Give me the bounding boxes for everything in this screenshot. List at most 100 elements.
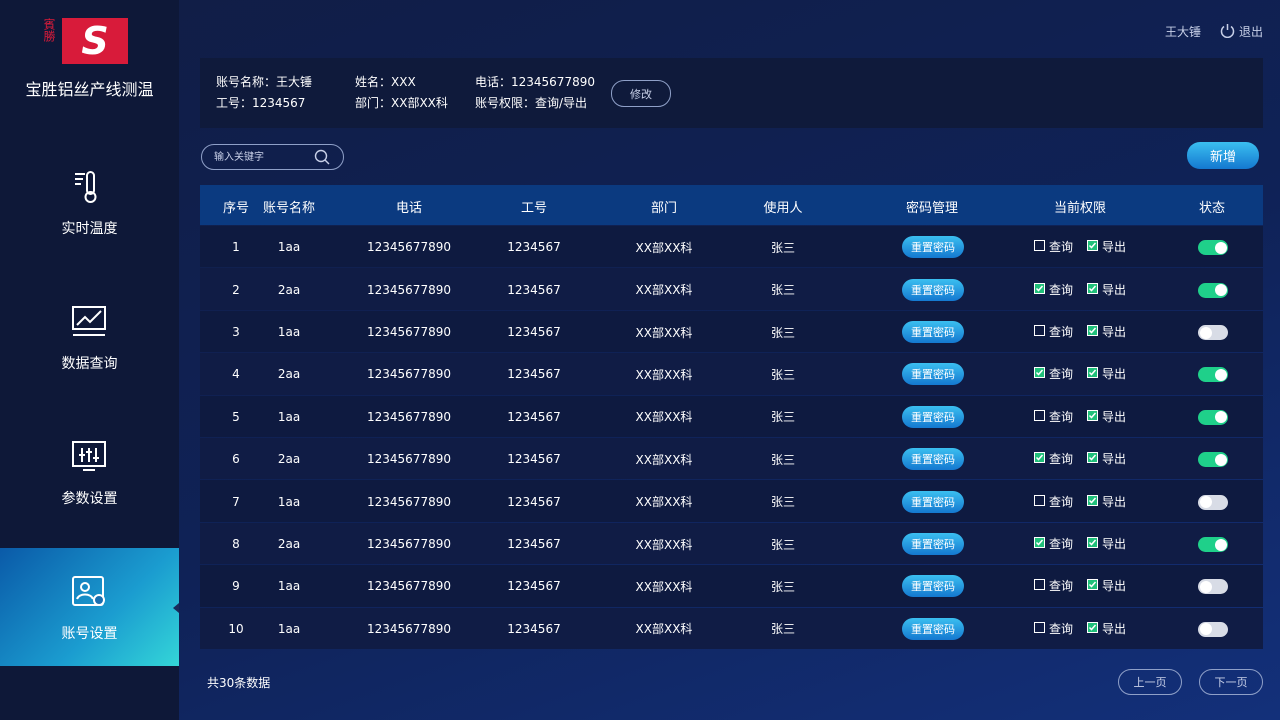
profile-panel bbox=[200, 58, 1263, 128]
toggle-knob bbox=[1214, 411, 1227, 424]
table-row bbox=[200, 522, 1263, 565]
reset-button[interactable]: 重置密码 bbox=[902, 363, 964, 386]
query-checkbox[interactable] bbox=[1034, 367, 1045, 379]
status-toggle[interactable] bbox=[1198, 409, 1228, 425]
nav-item[interactable]: 实时温度 bbox=[61, 221, 118, 237]
export-checkbox[interactable] bbox=[1087, 282, 1098, 294]
perm-label: 查询 bbox=[1049, 537, 1074, 551]
query-checkbox[interactable] bbox=[1034, 579, 1045, 591]
status-toggle[interactable] bbox=[1198, 325, 1228, 340]
cell: 1234567 bbox=[507, 494, 561, 509]
status-toggle[interactable] bbox=[1198, 452, 1228, 468]
toggle-knob bbox=[1214, 284, 1227, 297]
logout[interactable]: 退出 bbox=[1238, 24, 1263, 39]
export-checkbox[interactable] bbox=[1087, 409, 1098, 421]
query-checkbox[interactable] bbox=[1034, 325, 1045, 336]
status-toggle[interactable] bbox=[1198, 621, 1228, 637]
cell: 1234567 bbox=[507, 409, 561, 424]
cell: 张三 bbox=[770, 240, 795, 255]
next-button[interactable]: 下一页 bbox=[1199, 669, 1263, 695]
status-toggle[interactable] bbox=[1198, 537, 1228, 552]
cell: 2aa bbox=[277, 282, 301, 297]
nav-item[interactable]: 账号设置 bbox=[61, 626, 118, 642]
reset-button[interactable]: 重置密码 bbox=[902, 405, 964, 428]
cell: 12345677890 bbox=[367, 579, 451, 594]
check-mark bbox=[1035, 539, 1044, 546]
cell: 张三 bbox=[770, 367, 795, 382]
query-checkbox[interactable] bbox=[1034, 409, 1045, 421]
perm-label: 导出 bbox=[1102, 452, 1127, 467]
reset-button[interactable]: 重置密码 bbox=[902, 278, 964, 301]
profile-field: 姓名：XXX bbox=[355, 75, 416, 89]
table-row bbox=[200, 438, 1263, 480]
cell: 6 bbox=[232, 452, 240, 467]
table-row bbox=[200, 395, 1263, 437]
query-checkbox[interactable] bbox=[1034, 621, 1045, 633]
search-icon bbox=[314, 149, 330, 165]
query-checkbox[interactable] bbox=[1034, 494, 1045, 506]
column-header: 部门 bbox=[650, 200, 677, 216]
cell: 12345677890 bbox=[367, 452, 451, 467]
edit-button[interactable]: 修改 bbox=[611, 80, 671, 107]
export-checkbox[interactable] bbox=[1087, 325, 1098, 336]
status-toggle[interactable] bbox=[1198, 367, 1228, 383]
search-box[interactable]: 输入关键字 bbox=[201, 144, 344, 170]
reset-button[interactable]: 重置密码 bbox=[902, 448, 964, 471]
export-checkbox[interactable] bbox=[1087, 452, 1098, 464]
cell: 张三 bbox=[770, 325, 795, 340]
cell: XX部XX科 bbox=[635, 495, 693, 510]
check-mark bbox=[1035, 454, 1044, 461]
cell: 12345677890 bbox=[367, 494, 451, 509]
perm-label: 查询 bbox=[1049, 367, 1074, 382]
reset-button[interactable]: 重置密码 bbox=[902, 321, 964, 343]
table-row bbox=[200, 268, 1263, 310]
reset-button[interactable]: 重置密码 bbox=[902, 236, 964, 259]
check-mark bbox=[1035, 369, 1044, 376]
table-header bbox=[200, 185, 1263, 225]
column-header: 当前权限 bbox=[1053, 200, 1106, 216]
table-row bbox=[200, 607, 1263, 649]
cell: 张三 bbox=[770, 495, 795, 510]
logo: 賓勝 S bbox=[42, 18, 128, 64]
perm-label: 导出 bbox=[1102, 325, 1127, 339]
reset-button[interactable]: 重置密码 bbox=[902, 533, 964, 555]
status-toggle[interactable] bbox=[1198, 282, 1228, 298]
export-checkbox[interactable] bbox=[1087, 367, 1098, 379]
export-checkbox[interactable] bbox=[1087, 240, 1098, 252]
export-checkbox[interactable] bbox=[1087, 579, 1098, 591]
nav-item[interactable]: 参数设置 bbox=[61, 491, 118, 507]
cell: 张三 bbox=[770, 283, 795, 298]
cell: XX部XX科 bbox=[635, 240, 693, 255]
reset-button[interactable]: 重置密码 bbox=[902, 490, 964, 513]
add-button[interactable]: 新增 bbox=[1187, 142, 1259, 169]
nav-item[interactable]: 数据查询 bbox=[61, 356, 118, 372]
query-checkbox[interactable] bbox=[1034, 537, 1045, 548]
toggle-knob bbox=[1214, 368, 1227, 381]
cell: 1aa bbox=[277, 240, 301, 255]
status-toggle[interactable] bbox=[1198, 240, 1228, 256]
reset-button[interactable]: 重置密码 bbox=[902, 617, 964, 640]
toggle-knob bbox=[1214, 241, 1227, 254]
cell: 2aa bbox=[277, 367, 301, 382]
table-row bbox=[200, 310, 1263, 353]
query-checkbox[interactable] bbox=[1034, 240, 1045, 252]
reset-button[interactable]: 重置密码 bbox=[902, 575, 964, 598]
profile-field: 电话：12345677890 bbox=[475, 75, 595, 89]
check-mark bbox=[1088, 242, 1097, 249]
export-checkbox[interactable] bbox=[1087, 537, 1098, 548]
cell: 7 bbox=[232, 494, 240, 509]
export-checkbox[interactable] bbox=[1087, 621, 1098, 633]
cell: XX部XX科 bbox=[635, 579, 693, 594]
prev-button[interactable]: 上一页 bbox=[1118, 669, 1182, 695]
query-checkbox[interactable] bbox=[1034, 282, 1045, 294]
query-checkbox[interactable] bbox=[1034, 452, 1045, 464]
icon bbox=[72, 441, 106, 471]
logo-side: 賓勝 bbox=[42, 18, 56, 42]
status-toggle[interactable] bbox=[1198, 579, 1228, 595]
perm-label: 查询 bbox=[1049, 579, 1074, 594]
perm-label: 导出 bbox=[1102, 621, 1127, 636]
export-checkbox[interactable] bbox=[1087, 494, 1098, 506]
profile-field: 工号：1234567 bbox=[216, 96, 306, 110]
status-toggle[interactable] bbox=[1198, 494, 1228, 510]
